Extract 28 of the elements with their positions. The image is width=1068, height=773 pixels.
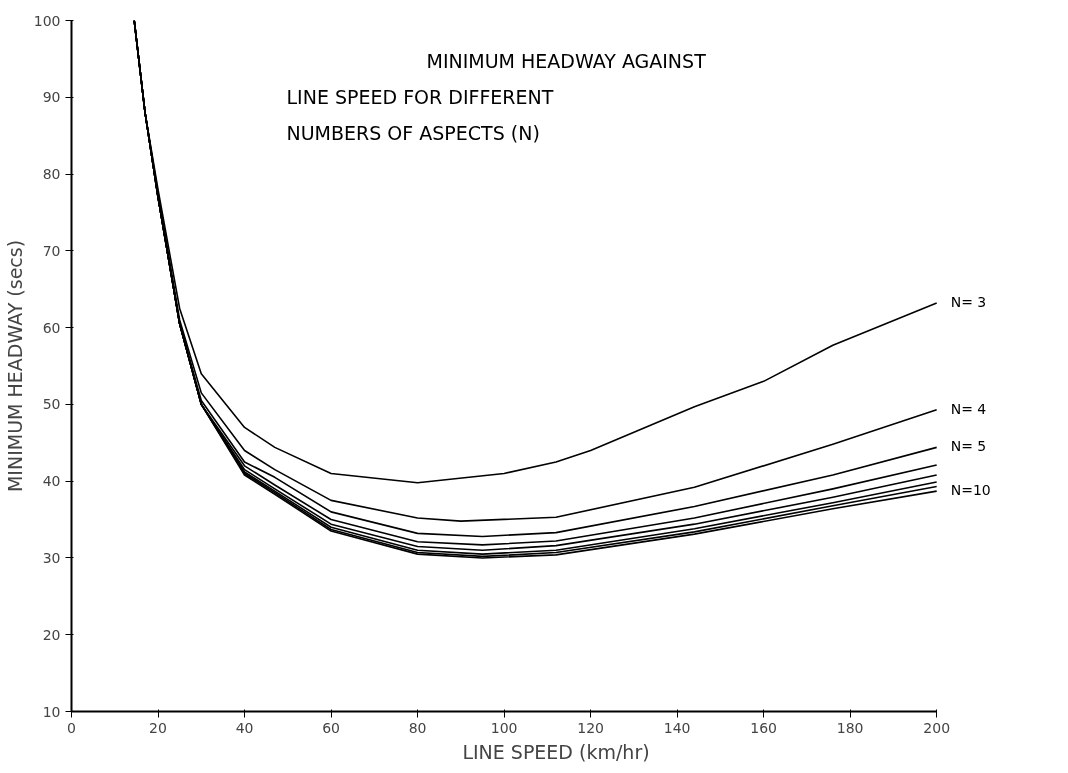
y-tick-label: 30 <box>42 549 61 566</box>
x-tick-label: 200 <box>923 719 951 736</box>
series-label: N= 3 <box>950 294 987 311</box>
y-tick-label: 40 <box>42 473 61 490</box>
text: MINIMUM HEADWAY AGAINST LINE SPEED FOR DIFFERENT NUMBERS OF ASPECTS (N) <box>286 49 707 144</box>
y-tick-label: 80 <box>42 166 61 183</box>
y-tick-label: 100 <box>33 12 61 29</box>
series-label: N= 5 <box>950 438 987 455</box>
y-tick-label: 60 <box>42 319 61 336</box>
x-tick-label: 180 <box>836 719 864 736</box>
x-tick-label: 20 <box>149 719 167 736</box>
x-tick-label: 160 <box>750 719 778 736</box>
y-tick-label: 10 <box>42 703 61 720</box>
x-tick-label: 80 <box>408 719 427 736</box>
series-label: N=10 <box>950 482 991 499</box>
y-tick-label: 50 <box>42 396 61 413</box>
series-label: N= 4 <box>950 400 987 417</box>
x-tick-label: 0 <box>67 719 76 736</box>
x-axis-title: LINE SPEED (km/hr) <box>462 740 650 763</box>
x-tick-label: 120 <box>577 719 604 736</box>
y-tick-label: 70 <box>42 242 61 259</box>
y-axis-title: MINIMUM HEADWAY (secs) <box>3 239 26 493</box>
x-tick-label: 100 <box>490 719 518 736</box>
x-tick-label: 140 <box>663 719 691 736</box>
x-tick-label: 40 <box>235 719 254 736</box>
y-tick-label: 90 <box>42 89 61 106</box>
y-tick-label: 20 <box>42 626 61 643</box>
x-tick-label: 60 <box>322 719 340 736</box>
